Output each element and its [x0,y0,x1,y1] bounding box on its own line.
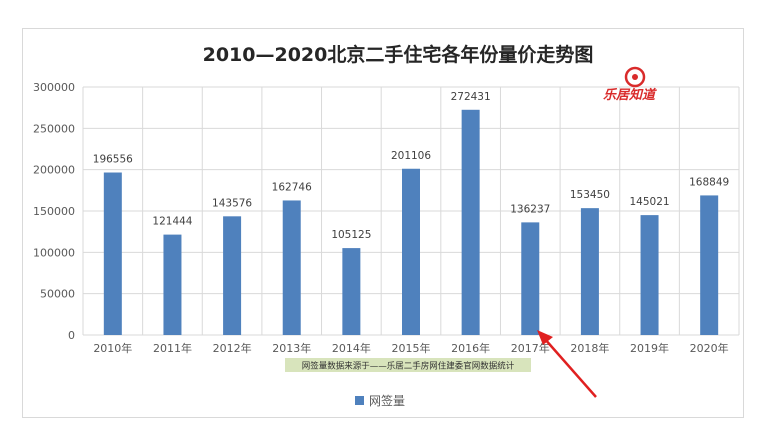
x-tick-label: 2016年 [451,341,490,355]
x-tick-label: 2015年 [392,341,431,355]
source-note: 网签量数据来源于——乐居二手房网住建委官网数据统计 [285,358,531,372]
data-label: 201106 [391,150,431,162]
data-label: 105125 [331,229,371,241]
bar [700,195,719,335]
data-label: 196556 [93,154,133,166]
x-tick-label: 2019年 [630,341,669,355]
y-axis-ticks: 0 50000 100000 150000 200000 250000 300000 [33,81,75,342]
bar [521,222,540,335]
chart-title: 2010—2020北京二手住宅各年份量价走势图 [203,43,594,66]
data-label: 272431 [451,91,491,103]
data-label: 153450 [570,189,610,201]
x-tick-label: 2014年 [332,341,371,355]
bars [103,109,719,335]
legend-label: 网签量 [369,393,405,408]
y-tick-label: 300000 [33,81,75,94]
arrow-head-icon [537,330,553,345]
bar [103,172,122,335]
source-note-bg [285,358,531,372]
legend-swatch [355,396,364,405]
x-tick-label: 2020年 [690,341,729,355]
logo-pupil-icon [632,74,638,80]
x-tick-label: 2013年 [272,341,311,355]
bar [163,234,182,335]
bar [282,200,301,335]
data-label: 136237 [510,203,550,215]
x-tick-label: 2017年 [511,341,550,355]
bar [461,109,480,335]
data-label: 162746 [272,181,312,193]
bar [640,215,659,335]
y-tick-label: 100000 [33,246,75,259]
bar [580,208,599,335]
data-label: 168849 [689,176,729,188]
annotation-arrow [537,330,597,398]
logo-eye-icon [624,66,646,88]
data-label: 143576 [212,197,252,209]
y-tick-label: 150000 [33,205,75,218]
bar [402,168,420,335]
legend: 网签量 [355,393,405,408]
logo: 乐居知道 [603,66,657,103]
arrow-line [543,337,597,398]
x-tick-label: 2011年 [153,341,192,355]
y-tick-label: 0 [68,329,75,342]
x-tick-label: 2018年 [570,341,609,355]
bar [223,216,242,335]
data-label: 121444 [152,216,192,228]
y-tick-label: 50000 [40,288,75,301]
y-tick-label: 200000 [33,164,75,177]
x-tick-label: 2012年 [213,341,252,355]
source-note-text: 网签量数据来源于——乐居二手房网住建委官网数据统计 [302,361,515,372]
y-tick-label: 250000 [33,122,75,135]
data-label: 145021 [629,196,669,208]
chart-frame: 2010—2020北京二手住宅各年份量价走势图 0 50000 100000 1500… [22,28,744,418]
x-tick-label: 2010年 [93,341,132,355]
bar-chart: 2010—2020北京二手住宅各年份量价走势图 0 50000 100000 1500… [33,43,740,408]
bar [342,248,361,335]
data-labels: 196556 121444 143576 162746 105125 201106 2724… [93,91,729,241]
x-axis-ticks: 2010年 2011年 2012年 2013年 2014年 2015年 2016年 2017年… [93,341,728,355]
logo-text: 乐居知道 [603,87,657,103]
